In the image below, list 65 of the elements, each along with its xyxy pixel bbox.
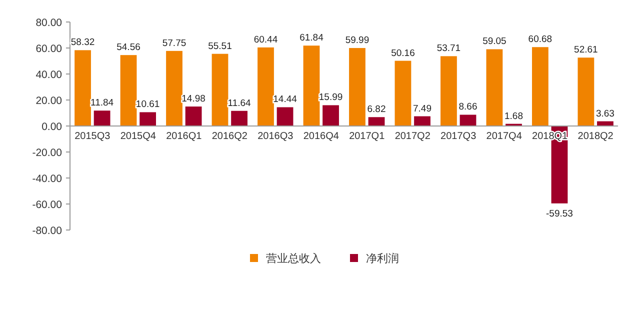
- data-label: 11.84: [90, 98, 114, 109]
- bar: [394, 60, 412, 126]
- y-tick-label: -40.00: [32, 173, 62, 185]
- x-tick-label: 2016Q2: [212, 131, 248, 142]
- y-tick-label: -80.00: [32, 225, 62, 237]
- bar: [460, 114, 476, 126]
- bar: [120, 55, 137, 126]
- bar: [303, 46, 320, 126]
- bar: [231, 110, 248, 126]
- data-label: 55.51: [208, 40, 232, 52]
- data-label: 61.84: [300, 32, 324, 44]
- data-label: 59.05: [482, 36, 506, 48]
- data-label: 1.68: [504, 110, 523, 122]
- y-tick-label: 40.00: [36, 69, 62, 81]
- bar: [140, 112, 156, 126]
- data-label: 15.99: [318, 92, 343, 104]
- x-tick-label: 2017Q2: [394, 131, 431, 142]
- bar: [440, 56, 457, 126]
- y-tick-label: 20.00: [36, 95, 62, 107]
- data-label: 59.99: [345, 35, 370, 46]
- x-tick-label: 2016Q3: [258, 131, 294, 142]
- x-tick-label: 2018Q2: [578, 131, 614, 142]
- bar: [349, 48, 366, 126]
- y-tick-label: 0.00: [42, 121, 62, 133]
- legend-label: 营业总收入: [266, 252, 321, 265]
- data-label: -59.53: [546, 208, 573, 220]
- data-label: 52.61: [574, 44, 598, 56]
- y-tick-label: -20.00: [32, 147, 62, 159]
- bar: [185, 106, 202, 126]
- bar: [578, 58, 594, 126]
- bar: [276, 107, 294, 126]
- x-tick-label: 2015Q3: [74, 131, 111, 142]
- data-label: 3.63: [596, 108, 614, 120]
- data-label: 7.49: [413, 103, 432, 114]
- bar: [94, 110, 110, 126]
- data-label: 8.66: [458, 102, 478, 113]
- bar: [258, 47, 274, 126]
- x-tick-label: 2017Q4: [486, 131, 522, 142]
- x-tick-label: 2017Q3: [440, 131, 477, 142]
- data-label: 50.16: [391, 48, 415, 59]
- data-label: 6.82: [367, 104, 386, 116]
- data-label: 10.61: [136, 99, 160, 110]
- bar: [166, 50, 182, 126]
- bar: [368, 117, 385, 126]
- legend-label: 净利润: [366, 252, 399, 265]
- x-tick-label: 2017Q1: [349, 131, 386, 142]
- bar: [212, 54, 228, 126]
- data-label: 57.75: [162, 38, 186, 49]
- bar: [532, 47, 548, 126]
- bar: [322, 105, 339, 126]
- y-tick-label: 80.00: [36, 17, 62, 29]
- bar: [486, 49, 503, 126]
- data-label: 60.68: [528, 34, 552, 46]
- bar: [414, 116, 430, 126]
- data-label: 11.64: [228, 98, 251, 109]
- data-label: 54.56: [116, 42, 140, 54]
- bar: [74, 50, 91, 126]
- x-tick-label: 2016Q4: [303, 131, 340, 142]
- data-label: 53.71: [436, 43, 461, 54]
- y-tick-label: -60.00: [32, 199, 62, 211]
- y-tick-label: 60.00: [36, 43, 62, 55]
- data-label: 60.44: [254, 34, 278, 46]
- x-tick-label: 2015Q4: [120, 131, 156, 142]
- x-tick-label: 2016Q1: [166, 131, 202, 142]
- data-label: 58.32: [70, 37, 95, 48]
